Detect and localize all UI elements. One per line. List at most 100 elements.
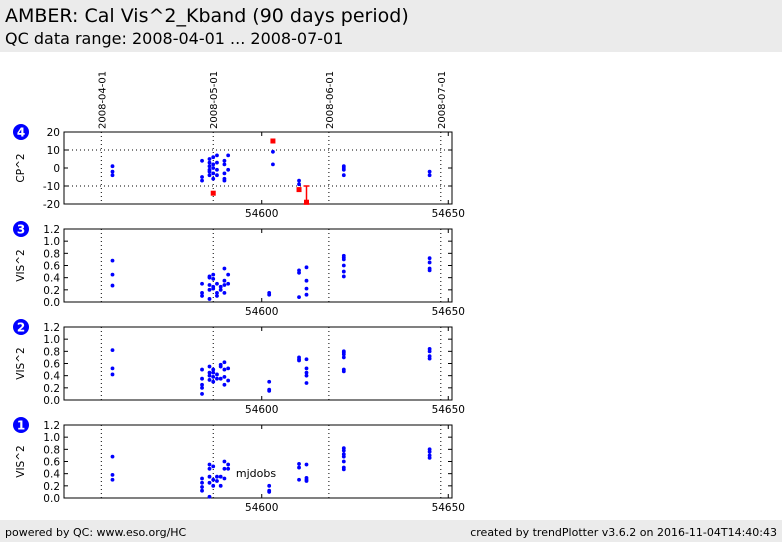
panel-4-frame (63, 131, 453, 205)
y-tick-label: 1.0 (43, 432, 60, 444)
panel-1-ylabel: VIS^2 (15, 445, 27, 477)
panel-1-badge-label: 1 (17, 419, 25, 433)
data-point (207, 474, 212, 479)
data-point (341, 448, 346, 453)
data-point (267, 388, 272, 393)
y-tick-label: 10 (47, 145, 60, 157)
data-point (427, 268, 432, 273)
x-tick-label: 54650 (432, 208, 465, 220)
data-point (222, 459, 227, 464)
data-point (222, 374, 227, 379)
panel-4-badge-label: 4 (17, 126, 25, 140)
data-point (222, 158, 227, 163)
data-point (297, 178, 301, 183)
data-point (207, 160, 212, 165)
y-tick-label: 0.4 (43, 371, 60, 383)
data-point (267, 483, 272, 488)
data-point (341, 355, 346, 360)
data-point (304, 265, 309, 270)
y-tick-label: 0.8 (43, 444, 60, 456)
data-point (218, 376, 223, 381)
data-point (297, 358, 301, 363)
data-point (304, 357, 309, 362)
data-point (211, 367, 216, 372)
data-point (271, 162, 275, 167)
data-point (211, 162, 216, 167)
x-tick-label: 54600 (245, 306, 278, 318)
y-tick-label: 0.8 (43, 248, 60, 260)
data-point (215, 173, 219, 178)
data-point (271, 149, 275, 154)
data-point (304, 366, 309, 371)
data-point (427, 256, 432, 261)
data-point (267, 490, 272, 494)
panel-2-ylabel: VIS^2 (15, 347, 27, 379)
data-point (226, 281, 231, 286)
y-tick-label: 0.6 (43, 359, 60, 371)
data-point (110, 169, 115, 174)
data-point (211, 464, 216, 469)
data-point (218, 474, 223, 479)
data-point (200, 294, 204, 298)
outlier-point (304, 199, 309, 205)
data-point (207, 287, 212, 292)
data-point (222, 367, 227, 372)
data-point (226, 466, 231, 471)
data-point (297, 295, 301, 300)
data-point (200, 480, 204, 485)
data-point (341, 269, 346, 274)
data-point (110, 477, 115, 482)
page-subtitle: QC data range: 2008-04-01 ... 2008-07-01 (5, 29, 344, 48)
data-point (267, 292, 272, 297)
data-point (304, 479, 309, 483)
data-point (200, 290, 204, 295)
data-point (200, 367, 204, 372)
y-tick-label: 20 (47, 127, 60, 139)
data-point (211, 483, 216, 488)
data-point (222, 278, 227, 283)
data-point (110, 283, 115, 288)
y-tick-label: 1.2 (43, 322, 60, 334)
data-point (110, 258, 115, 263)
y-tick-label: 1.2 (43, 224, 60, 236)
panel-4-badge (13, 124, 29, 140)
data-point (211, 370, 216, 375)
data-point (207, 364, 212, 369)
x-axis-title: mjdobs (236, 467, 276, 480)
panel-4-ylabel: CP^2 (15, 153, 27, 182)
data-point (211, 171, 216, 176)
y-tick-label: 0.0 (43, 395, 60, 407)
y-tick-label: 1.2 (43, 420, 60, 432)
data-point (215, 281, 219, 286)
data-point (200, 392, 204, 396)
data-point (207, 462, 212, 467)
data-point (211, 276, 216, 281)
data-point (341, 369, 346, 374)
data-point (267, 379, 272, 384)
data-point (110, 272, 115, 277)
data-point (226, 366, 231, 371)
data-point (207, 297, 212, 301)
data-point (226, 153, 231, 158)
data-point (341, 263, 346, 268)
data-point (222, 382, 227, 387)
data-point (215, 376, 219, 381)
data-point (215, 153, 219, 158)
data-point (207, 378, 212, 382)
data-point (304, 292, 309, 297)
panel-2-badge-label: 2 (17, 321, 25, 335)
panel-1-badge (13, 417, 29, 433)
data-point (207, 164, 212, 169)
data-point (215, 372, 219, 377)
data-point (110, 366, 115, 371)
data-point (211, 374, 216, 379)
data-point (207, 167, 212, 172)
y-tick-label: 0.2 (43, 481, 60, 493)
data-point (222, 283, 227, 287)
data-point (218, 364, 223, 369)
y-tick-label: 0.2 (43, 383, 60, 395)
data-point (222, 171, 227, 176)
y-tick-label: 0.8 (43, 346, 60, 358)
data-point (211, 166, 216, 170)
data-point (200, 376, 204, 381)
